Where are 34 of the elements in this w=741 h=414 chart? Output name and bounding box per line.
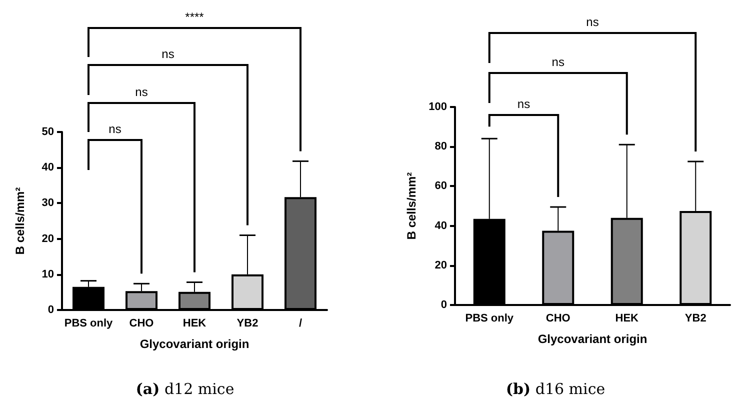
y-tick-label: 50 [42,126,54,138]
annotation: ns [108,122,122,136]
x-tick-label: PBS only [64,318,114,330]
y-tick-label: 40 [434,220,447,232]
y-axis-title: B cells/mm² [404,172,419,240]
y-tick-label: 100 [428,101,447,113]
y-tick-label: 80 [434,140,447,153]
y-tick-label: 20 [434,259,447,272]
x-tick-label: YB2 [684,312,706,324]
text: **** [185,10,204,24]
y-axis-title: B cells/mm² [13,187,27,255]
y-tick-label: 10 [42,268,54,280]
x-tick-label: CHO [129,318,154,330]
text: ns [135,85,148,99]
y-tick-label: 30 [42,197,54,210]
text: ns [162,47,174,61]
y-tick-label: 60 [434,180,447,192]
text: (b) d16 mice [504,380,606,398]
x-axis-title: Glycovariant origin [140,337,250,351]
x-tick-label: CHO [546,312,571,324]
text: ns [586,15,599,29]
x-tick-label: HEK [615,312,639,324]
x-tick-label: YB2 [236,318,258,330]
x-axis-title: Glycovariant origin [538,332,648,346]
text: (a) d12 mice [134,380,236,398]
y-tick-label: 0 [48,304,54,316]
x-tick-label: / [298,318,302,330]
text: ns [552,55,564,69]
y-tick-label: 40 [42,162,54,174]
y-tick-label: 0 [440,299,447,311]
annotation: ns [517,97,530,111]
y-tick-label: 20 [42,232,54,245]
x-tick-label: HEK [182,318,206,330]
x-tick-label: PBS only [465,312,514,324]
